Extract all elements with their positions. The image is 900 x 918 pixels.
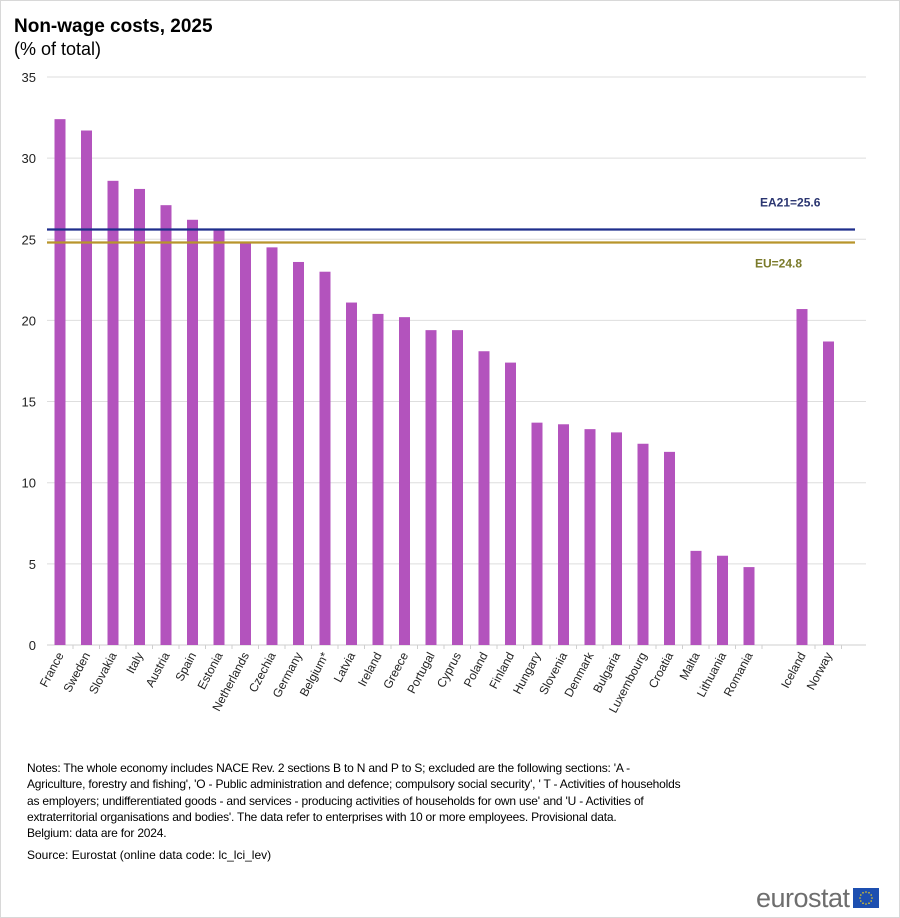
bar-norway	[823, 341, 834, 645]
logo-text: eurostat	[756, 883, 850, 913]
bar-greece	[399, 317, 410, 645]
bar-slovenia	[558, 424, 569, 645]
notes-line: extraterritorial organisations and bodie…	[27, 809, 617, 824]
bar-portugal	[425, 330, 437, 645]
bar-ireland	[372, 313, 384, 645]
bar-finland	[505, 362, 516, 645]
bar-hungary	[531, 422, 543, 645]
eu-flag-icon	[852, 888, 879, 908]
chart-title: Non-wage costs, 2025	[14, 16, 213, 37]
bar-bulgaria	[611, 432, 622, 645]
bar-austria	[160, 205, 172, 646]
y-tick-label: 10	[22, 476, 36, 491]
bar-luxembourg	[637, 443, 649, 645]
bar-cyprus	[452, 330, 463, 645]
x-tick-label: Latvia	[331, 650, 359, 685]
star-icon	[861, 902, 864, 904]
y-tick-label: 30	[22, 151, 36, 166]
bar-slovakia	[107, 180, 119, 645]
bar-romania	[743, 567, 755, 645]
y-tick-label: 35	[22, 70, 36, 85]
bar-sweden	[81, 130, 92, 645]
bar-netherlands	[240, 242, 251, 645]
bar-estonia	[213, 229, 225, 645]
star-icon	[858, 897, 861, 899]
star-icon	[867, 892, 870, 894]
bar-iceland	[796, 309, 808, 645]
x-tick-label: Croatia	[646, 650, 677, 691]
bar-italy	[134, 188, 145, 645]
bar-lithuania	[717, 555, 728, 645]
notes-line: Agriculture, forestry and fishing', 'O -…	[27, 777, 681, 792]
reference-label-eu: EU=24.8	[755, 256, 802, 270]
notes-line: Notes: The whole economy includes NACE R…	[27, 761, 630, 775]
source-text: Source: Eurostat (online data code: lc_l…	[27, 848, 272, 862]
bar-czechia	[266, 247, 278, 646]
bar-france	[54, 119, 66, 645]
star-icon	[864, 891, 867, 893]
bar-poland	[478, 351, 490, 645]
y-tick-label: 20	[22, 313, 36, 328]
y-tick-label: 25	[22, 232, 36, 247]
star-icon	[869, 900, 872, 902]
bar-croatia	[664, 451, 675, 645]
star-icon	[859, 894, 862, 896]
x-tick-label: Italy	[123, 650, 146, 676]
x-tick-label: Malta	[677, 650, 703, 683]
reference-label-ea21: EA21=25.6	[760, 196, 821, 210]
x-tick-label: Norway	[804, 650, 835, 692]
star-icon	[859, 900, 862, 902]
star-icon	[870, 897, 873, 899]
star-icon	[861, 892, 864, 894]
notes: Notes: The whole economy includes NACE R…	[27, 760, 681, 841]
notes-line: as employers; undifferentiated goods - a…	[27, 793, 644, 808]
y-tick-label: 5	[29, 557, 36, 572]
bar-spain	[187, 219, 198, 646]
bar-belgium	[319, 271, 331, 645]
bar-germany	[293, 261, 304, 645]
x-tick-label: Cyprus	[434, 650, 464, 690]
y-tick-label: 15	[22, 395, 36, 410]
star-icon	[864, 903, 867, 905]
star-icon	[869, 894, 872, 896]
y-tick-label: 0	[29, 638, 36, 653]
bar-latvia	[346, 302, 357, 645]
x-tick-label: Austria	[143, 650, 173, 690]
x-tick-label: Spain	[172, 650, 199, 684]
bar-denmark	[584, 429, 596, 645]
eurostat-logo: eurostat	[756, 884, 879, 912]
star-icon	[867, 902, 870, 904]
notes-line: Belgium: data are for 2024.	[27, 826, 167, 841]
chart-subtitle: (% of total)	[14, 39, 102, 59]
bar-malta	[690, 550, 702, 645]
